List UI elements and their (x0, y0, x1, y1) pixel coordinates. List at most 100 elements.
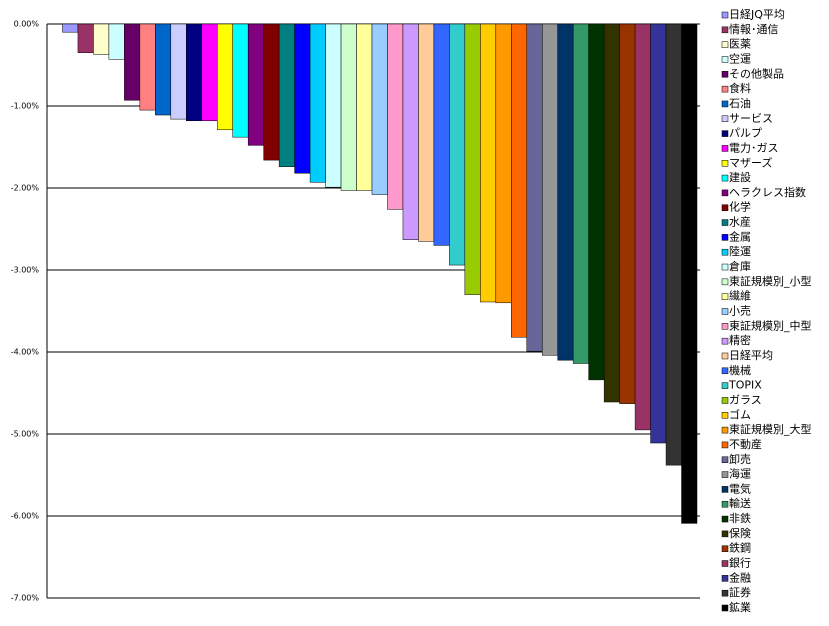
bar (278, 23, 295, 167)
legend-label: 電気 (729, 481, 751, 495)
bar (511, 23, 528, 338)
bar (588, 23, 605, 381)
bar (402, 23, 419, 240)
legend-swatch (721, 56, 729, 63)
bar (665, 23, 682, 466)
legend-swatch (721, 575, 729, 582)
legend-label: 海運 (729, 467, 751, 481)
bar (62, 23, 79, 33)
bar (186, 23, 203, 122)
legend-label: 石油 (729, 96, 751, 110)
bar (557, 23, 574, 361)
legend-swatch (721, 530, 729, 538)
bar (201, 23, 218, 122)
y-tick-label: -4.00% (11, 348, 40, 357)
legend-label: ヘラクレス指数 (729, 185, 806, 199)
bar (433, 23, 450, 246)
legend-swatch (721, 189, 729, 197)
bar (387, 23, 404, 210)
legend-label: マザーズ (729, 155, 772, 169)
y-tick-label: -3.00% (11, 266, 40, 275)
bar (572, 23, 589, 364)
bar (449, 23, 466, 266)
legend-swatch (721, 85, 729, 93)
legend-swatch (721, 219, 729, 226)
legend-label: 食料 (729, 81, 751, 95)
legend-swatch (721, 11, 729, 19)
legend-label: 東証規模別_大型 (729, 422, 812, 436)
legend-label: 小売 (729, 305, 751, 318)
y-tick-label: -2.00% (11, 184, 40, 193)
bar (681, 23, 698, 524)
legend-swatch (721, 115, 729, 123)
legend-label: 倉庫 (729, 259, 751, 273)
bar (93, 23, 110, 55)
legend-swatch (721, 234, 729, 241)
y-tick-label: -7.00% (11, 594, 40, 603)
y-tick-label: -1.00% (11, 102, 40, 111)
legend-label: 鉄鋼 (729, 541, 751, 555)
bar (603, 23, 620, 403)
bar (155, 23, 172, 116)
legend-swatch (721, 352, 729, 360)
bar (309, 23, 326, 183)
bar (247, 23, 264, 146)
bar (418, 23, 435, 242)
legend-label: 水産 (729, 216, 751, 229)
legend-label: ガラス (729, 393, 762, 406)
legend-swatch (721, 426, 729, 434)
bar (356, 23, 373, 191)
bar (294, 23, 311, 174)
legend-swatch (721, 100, 729, 108)
legend-swatch (721, 500, 729, 508)
legend-swatch (721, 589, 729, 597)
legend-label: 空運 (729, 51, 751, 65)
legend-label: 東証規模別_小型 (729, 274, 812, 288)
legend-swatch (721, 204, 729, 211)
legend-swatch (721, 441, 729, 449)
legend-swatch (721, 560, 729, 567)
legend-label: 卸売 (729, 452, 751, 466)
legend-label: 繊維 (729, 290, 751, 303)
legend-label: TOPIX (728, 379, 762, 392)
y-tick-label: -5.00% (11, 430, 40, 439)
bar (216, 23, 233, 131)
legend-label: 日経平均 (729, 349, 773, 362)
legend-label: パルプ (729, 127, 762, 140)
legend-label: 鉱業 (729, 600, 751, 614)
legend-swatch (721, 397, 729, 404)
legend-swatch (721, 515, 729, 523)
legend-swatch (721, 26, 729, 34)
legend-swatch (721, 604, 729, 612)
legend-swatch (721, 308, 729, 315)
legend-swatch (721, 278, 729, 286)
legend-swatch (721, 323, 729, 330)
legend-swatch (721, 145, 729, 152)
legend-label: 医薬 (729, 38, 751, 51)
legend-label: その他製品 (729, 66, 784, 80)
legend-label: 非鉄 (729, 511, 751, 525)
legend-label: 陸運 (729, 245, 751, 258)
bar (124, 23, 141, 101)
legend-label: 金融 (729, 570, 751, 584)
legend-label: サービス (729, 112, 773, 125)
bar (464, 23, 481, 295)
bar (526, 23, 543, 352)
legend-swatch (721, 382, 729, 389)
legend-label: 不動産 (729, 437, 762, 451)
legend-swatch (721, 456, 729, 463)
bar (541, 23, 558, 356)
bar (77, 23, 94, 53)
legend-swatch (721, 71, 729, 78)
legend-label: 銀行 (729, 556, 751, 570)
bar (634, 23, 651, 431)
legend-label: 情報･通信 (729, 23, 779, 36)
legend-swatch (721, 545, 729, 552)
legend-swatch (721, 293, 729, 300)
legend-swatch (721, 367, 729, 375)
legend-label: 証券 (729, 585, 751, 599)
legend-swatch (721, 41, 729, 48)
legend-swatch (721, 486, 729, 493)
legend-label: 精密 (729, 333, 751, 347)
legend-label: 日経JQ平均 (729, 8, 785, 21)
